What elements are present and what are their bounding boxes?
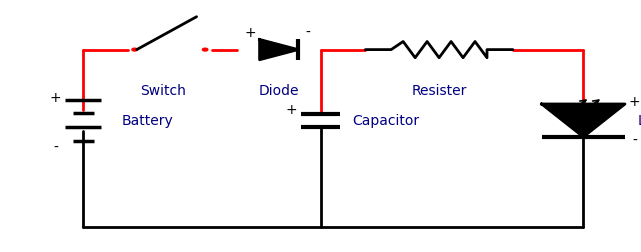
Text: Diode: Diode	[258, 84, 299, 98]
Text: Switch: Switch	[140, 84, 187, 98]
Text: Battery: Battery	[122, 114, 174, 128]
Text: -: -	[632, 133, 637, 147]
Text: Capacitor: Capacitor	[353, 114, 420, 128]
Polygon shape	[542, 105, 625, 137]
Text: LED: LED	[638, 114, 641, 128]
Text: +: +	[286, 103, 297, 117]
Text: Resister: Resister	[412, 84, 467, 98]
Text: -: -	[53, 140, 58, 154]
Text: +: +	[629, 95, 640, 109]
Text: +: +	[244, 26, 256, 40]
Text: +: +	[50, 91, 62, 105]
Polygon shape	[260, 40, 298, 60]
Text: -: -	[305, 26, 310, 40]
